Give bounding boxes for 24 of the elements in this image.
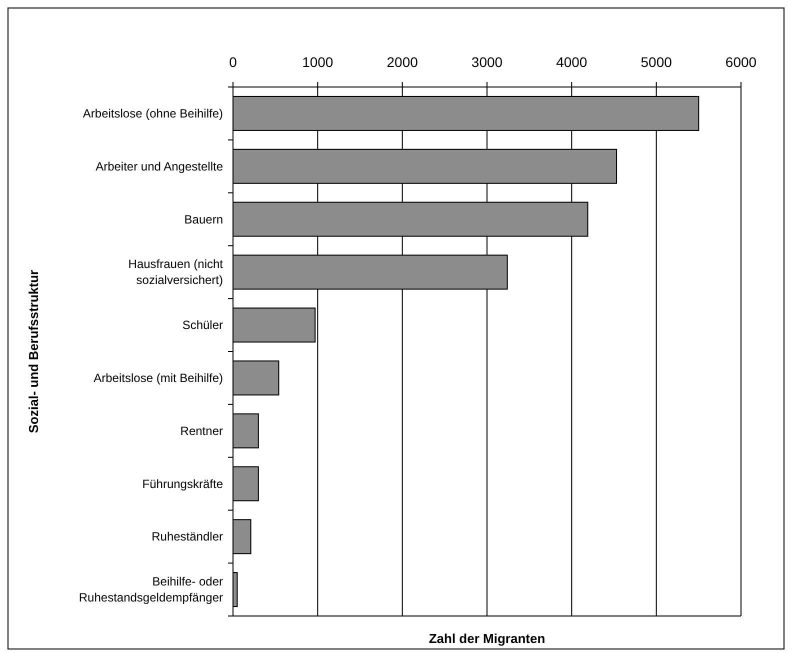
y-tick-label: Rentner <box>180 424 223 438</box>
bar <box>232 519 252 554</box>
y-tick-label: Ruheständler <box>152 530 223 544</box>
y-tick-label: Arbeiter und Angestellte <box>96 159 224 174</box>
y-tick-label: Beihilfe- oder Ruhestandsgeldempfänger <box>78 574 223 605</box>
x-tick-label: 2000 <box>386 54 418 70</box>
x-tick-label: 1000 <box>302 54 334 70</box>
y-tick-label: Arbeitslose (mit Beihilfe) <box>94 370 224 385</box>
x-tick-label: 0 <box>229 54 238 70</box>
y-tick-label: Führungskräfte <box>142 476 224 491</box>
bar <box>232 572 238 608</box>
y-tick-label: Bauern <box>184 212 223 226</box>
y-axis-title: Sozial- und Berufsstruktur <box>26 270 41 434</box>
x-axis-title: Zahl der Migranten <box>428 631 546 646</box>
y-tick-label: Hausfrauen (nicht sozialversichert) <box>128 257 224 288</box>
y-tick-label: Arbeitslose (ohne Beihilfe) <box>82 106 223 120</box>
bar <box>232 466 259 502</box>
x-tick-label: 3000 <box>471 54 503 70</box>
y-tick-label: Schüler <box>182 318 224 332</box>
bar <box>232 360 280 396</box>
x-tick-label: 5000 <box>640 54 672 70</box>
x-tick-label: 4000 <box>556 54 588 70</box>
bar <box>232 413 259 448</box>
x-tick-label: 6000 <box>725 54 757 70</box>
